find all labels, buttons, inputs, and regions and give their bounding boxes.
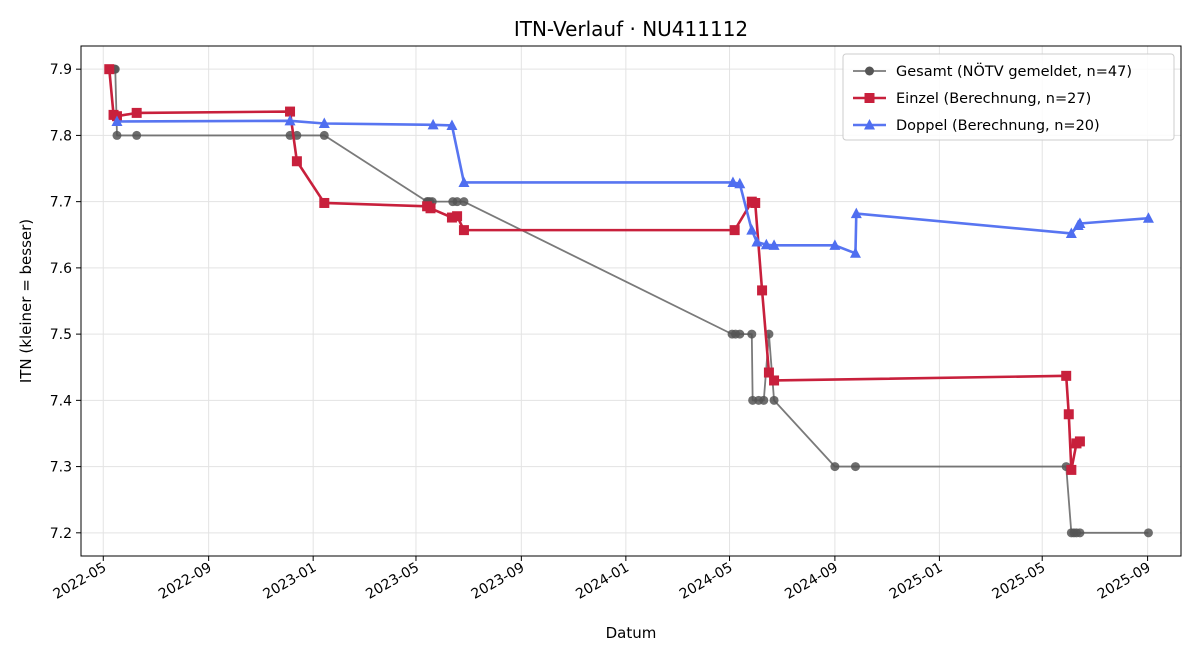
y-tick-label: 7.7 bbox=[50, 195, 72, 211]
data-point-gesamt bbox=[830, 462, 840, 472]
data-point-gesamt bbox=[850, 462, 860, 472]
series-doppel bbox=[111, 114, 1154, 258]
legend-marker-einzel bbox=[864, 93, 875, 103]
data-point-einzel bbox=[763, 367, 774, 378]
plot-frame bbox=[80, 45, 1182, 557]
data-point-einzel bbox=[757, 285, 768, 296]
y-tick-label: 7.2 bbox=[50, 526, 72, 542]
data-point-einzel bbox=[1063, 409, 1074, 420]
data-point-einzel bbox=[104, 64, 115, 75]
data-point-gesamt bbox=[319, 130, 329, 140]
data-point-einzel bbox=[729, 225, 740, 236]
data-point-gesamt bbox=[132, 130, 142, 140]
data-point-doppel bbox=[458, 176, 470, 187]
data-point-doppel bbox=[1065, 227, 1077, 238]
plot-area bbox=[104, 64, 1154, 538]
data-point-einzel bbox=[446, 212, 457, 223]
y-tick-label: 7.3 bbox=[50, 460, 72, 476]
data-point-doppel bbox=[727, 176, 739, 187]
data-point-einzel bbox=[319, 197, 330, 208]
y-axis-label: ITN (kleiner = besser) bbox=[17, 219, 35, 383]
data-point-doppel bbox=[746, 224, 758, 235]
y-tick-label: 7.6 bbox=[50, 261, 72, 277]
data-point-einzel bbox=[458, 225, 469, 236]
data-point-gesamt bbox=[112, 130, 122, 140]
data-point-gesamt bbox=[1143, 528, 1153, 538]
legend: Gesamt (NÖTV gemeldet, n=47) Einzel (Bere… bbox=[842, 53, 1175, 141]
data-point-doppel bbox=[760, 238, 772, 250]
data-point-doppel bbox=[111, 115, 123, 127]
legend-marker-gesamt bbox=[865, 66, 874, 76]
data-point-einzel bbox=[1066, 464, 1077, 475]
data-point-einzel bbox=[452, 211, 463, 222]
legend-marker-doppel bbox=[864, 119, 875, 130]
data-point-doppel bbox=[427, 118, 439, 130]
data-point-einzel bbox=[1074, 436, 1085, 447]
data-point-gesamt bbox=[1075, 528, 1085, 538]
legend-label-doppel: Doppel (Berechnung, n=20) bbox=[896, 118, 1100, 134]
data-point-doppel bbox=[284, 114, 296, 126]
data-point-gesamt bbox=[759, 395, 769, 405]
data-point-doppel bbox=[446, 119, 458, 130]
y-tick-label: 7.4 bbox=[50, 393, 72, 409]
data-point-einzel bbox=[425, 203, 436, 214]
data-point-doppel bbox=[849, 247, 861, 258]
data-point-gesamt bbox=[452, 197, 462, 207]
data-point-doppel bbox=[850, 207, 862, 219]
data-point-doppel bbox=[768, 239, 780, 250]
data-point-gesamt bbox=[459, 197, 469, 207]
legend-box bbox=[842, 53, 1175, 141]
chart-title: ITN-Verlauf · NU411112 bbox=[514, 17, 748, 41]
y-tick-label: 7.9 bbox=[50, 62, 72, 78]
grid bbox=[81, 46, 1181, 556]
y-tick-label: 7.8 bbox=[50, 128, 72, 144]
data-point-gesamt bbox=[769, 395, 779, 405]
data-point-gesamt bbox=[747, 329, 757, 339]
data-point-einzel bbox=[769, 375, 780, 386]
legend-label-gesamt: Gesamt (NÖTV gemeldet, n=47) bbox=[896, 62, 1132, 80]
data-point-einzel bbox=[285, 106, 296, 117]
legend-label-einzel: Einzel (Berechnung, n=27) bbox=[896, 91, 1091, 107]
data-point-doppel bbox=[751, 236, 763, 247]
series-einzel bbox=[104, 64, 1085, 475]
data-point-gesamt bbox=[735, 329, 745, 339]
data-point-doppel bbox=[829, 239, 841, 250]
data-point-doppel bbox=[318, 117, 330, 128]
data-point-einzel bbox=[1061, 370, 1072, 381]
data-point-doppel bbox=[1074, 217, 1086, 229]
x-axis-label: Datum bbox=[606, 624, 657, 642]
y-tick-label: 7.5 bbox=[50, 327, 72, 343]
data-point-einzel bbox=[131, 107, 142, 118]
data-point-doppel bbox=[1142, 212, 1154, 223]
data-point-doppel bbox=[734, 177, 746, 189]
data-point-einzel bbox=[291, 156, 302, 167]
data-point-einzel bbox=[750, 197, 761, 208]
